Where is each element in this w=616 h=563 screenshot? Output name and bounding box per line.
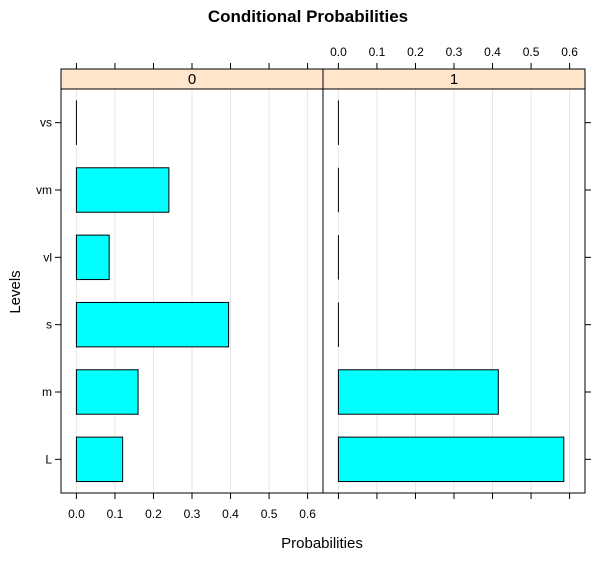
panel-1: 1 0.0 0.1 0.2 0.3 0.4 0.5 0.6 (322, 45, 586, 499)
strip-label: 1 (450, 71, 458, 88)
x-tick-label: 0.2 (407, 45, 424, 59)
strip-label: 0 (188, 71, 196, 88)
y-tick-label: s (46, 318, 52, 332)
chart-title: Conditional Probabilities (208, 7, 408, 26)
x-tick-label: 0.1 (107, 507, 124, 521)
bar-0-vl (75, 234, 110, 281)
y-tick-label: vs (40, 116, 52, 130)
bar-1-L (337, 436, 565, 483)
y-tick-label: m (42, 385, 52, 399)
bar-0-vm (75, 167, 170, 213)
panels-group: 0 0.0 0.1 0.2 0.3 0.4 0.5 0.6 1 0.0 0.1 0.2 0.3 0.4 0.… (60, 45, 586, 521)
bar-0-m (75, 369, 139, 415)
x-tick-label: 0.5 (261, 507, 278, 521)
x-tick-label: 0.6 (299, 507, 316, 521)
panel-0: 0 0.0 0.1 0.2 0.3 0.4 0.5 0.6 (60, 63, 324, 521)
bar-1-m (337, 369, 499, 415)
bar-0-s (75, 301, 230, 348)
x-tick-label: 0.3 (446, 45, 463, 59)
x-tick-label: 0.5 (523, 45, 540, 59)
x-tick-label: 0.4 (484, 45, 501, 59)
bar-0-L (75, 436, 124, 483)
x-axis-title: Probabilities (281, 535, 363, 552)
x-tick-label: 0.6 (561, 45, 578, 59)
y-tick-label: L (45, 452, 52, 466)
x-tick-label: 0.0 (68, 507, 85, 521)
y-axis-title: Levels (7, 270, 24, 313)
x-tick-label: 0.0 (330, 45, 347, 59)
x-tick-label: 0.2 (145, 507, 162, 521)
x-tick-label: 0.1 (369, 45, 386, 59)
x-tick-label: 0.4 (222, 507, 239, 521)
y-tick-label: vl (43, 250, 52, 264)
x-tick-label: 0.3 (184, 507, 201, 521)
y-tick-label: vm (36, 183, 52, 197)
y-axis-ticks: vs vm vl s m L (36, 116, 591, 466)
